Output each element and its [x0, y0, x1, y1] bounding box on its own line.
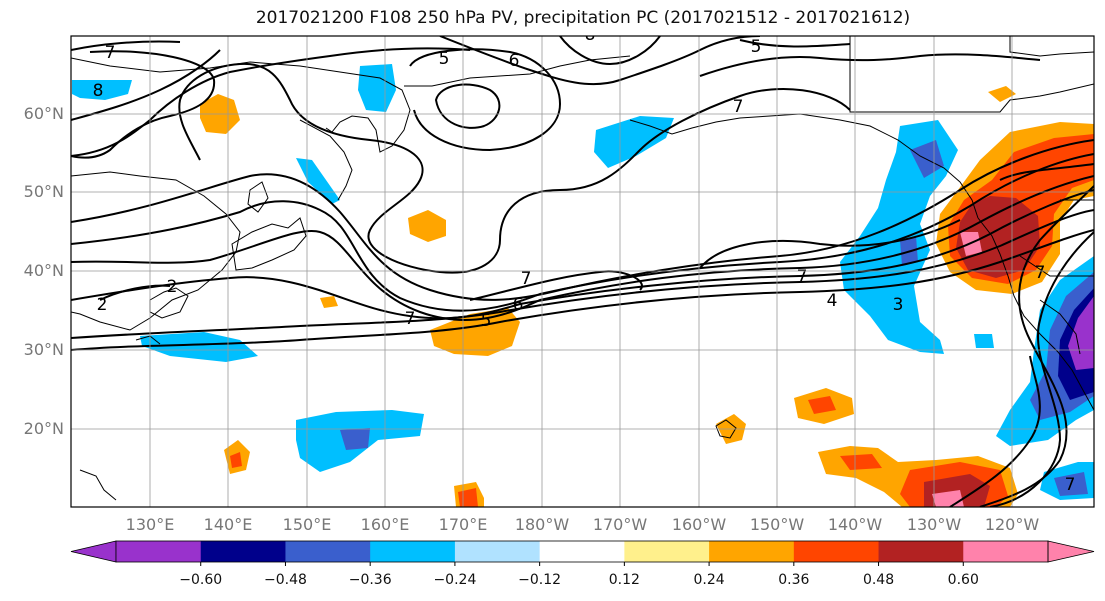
lon-label: 120°W [984, 515, 1040, 534]
colorbar-segment [624, 541, 710, 562]
neg-patch [840, 120, 958, 354]
contour-label: 7 [797, 267, 808, 287]
lat-label: 20°N [23, 419, 64, 438]
lon-label: 130°E [125, 515, 175, 534]
neg-patch [1068, 296, 1094, 370]
colorbar-tick-label: 0.24 [693, 572, 725, 588]
lat-label: 50°N [23, 182, 64, 201]
neg-patch [1054, 472, 1088, 496]
lat-label: 30°N [23, 340, 64, 359]
pos-patch [408, 210, 446, 242]
contour-label: 5 [481, 311, 492, 331]
lon-label: 140°E [203, 515, 253, 534]
contour-label: 7 [405, 309, 416, 329]
lat-label: 60°N [23, 104, 64, 123]
pos-patch [808, 396, 836, 414]
colorbar-segment [370, 541, 456, 562]
colorbar-tick-label: 0.36 [778, 572, 810, 588]
colorbar-segment [200, 541, 286, 562]
colorbar-segment [285, 541, 371, 562]
lon-label: 180°W [514, 515, 570, 534]
colorbar-arrow-right [1047, 540, 1095, 563]
contour-label: 2 [97, 295, 108, 315]
colorbar-tick-label: −0.36 [348, 572, 392, 588]
colorbar-segment [454, 541, 541, 562]
contour-label: 7 [105, 43, 116, 63]
contour-label: 5 [751, 37, 762, 57]
colorbar-segment [709, 541, 795, 562]
pos-patch [988, 86, 1016, 102]
contour-label: 7 [733, 97, 744, 117]
pos-patch [320, 296, 338, 308]
lon-label: 150°W [749, 515, 805, 534]
lon-label: 130°W [906, 515, 962, 534]
contour-label: 8 [93, 81, 104, 101]
graticule [71, 36, 1094, 507]
colorbar-tick-label: −0.48 [264, 572, 307, 588]
colorbar-segment [793, 541, 880, 562]
neg-patch [340, 428, 370, 450]
contour-label: 6 [513, 295, 524, 315]
plot-frame [70, 35, 1095, 508]
precip-shading [72, 64, 1094, 507]
contour-label: 5 [439, 49, 450, 69]
pos-patch [840, 454, 882, 470]
map-title: 2017021200 F108 250 hPa PV, precipitatio… [255, 8, 911, 28]
contour-label: 2 [167, 277, 178, 297]
colorbar-frame [115, 540, 1049, 563]
pos-patch [430, 308, 520, 356]
neg-patch [974, 334, 994, 348]
plot-area [71, 36, 1094, 507]
colorbar-tick-label: 0.48 [862, 572, 895, 588]
lon-label: 170°W [592, 515, 648, 534]
contour-label: 7 [1035, 263, 1046, 283]
neg-patch [594, 116, 674, 168]
contour-label: 6 [509, 51, 520, 71]
contour-label: 4 [827, 291, 838, 311]
lon-label: 160°W [671, 515, 727, 534]
colorbar-tick-label: −0.24 [433, 572, 477, 588]
colorbar-tick-label: 0.60 [947, 572, 979, 588]
colorbar-segment [963, 541, 1049, 562]
contour-label: 3 [893, 295, 904, 315]
colorbar-segment [116, 541, 202, 562]
colorbar-tick-label: −0.12 [518, 572, 562, 588]
pv-contours [71, 36, 1094, 507]
colorbar-arrow-left [70, 540, 117, 563]
lon-label: 140°W [827, 515, 883, 534]
pos-patch [230, 452, 242, 468]
contour-label: 8 [585, 25, 596, 45]
neg-patch [140, 332, 258, 362]
lon-label: 150°E [282, 515, 332, 534]
lat-label: 40°N [23, 261, 64, 280]
neg-patch [72, 80, 132, 100]
contour-label: 7 [1065, 475, 1076, 495]
colorbar-segment [878, 541, 964, 562]
lon-label: 170°E [438, 515, 488, 534]
lon-label: 160°E [360, 515, 410, 534]
colorbar-tick-label: −0.60 [179, 572, 223, 588]
colorbar-tick-label: 0.12 [608, 572, 640, 588]
contour-label: 7 [521, 269, 532, 289]
colorbar [70, 540, 1095, 566]
colorbar-segment [539, 541, 625, 562]
